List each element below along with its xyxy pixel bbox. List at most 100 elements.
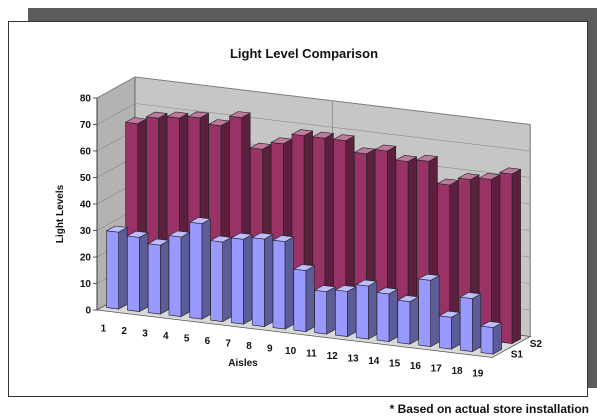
x-tick-label: 11	[306, 348, 317, 359]
x-tick-label: 18	[451, 366, 463, 377]
bar-front	[106, 230, 119, 310]
x-axis-label: Aisles	[228, 358, 258, 369]
bar-front	[210, 240, 223, 322]
series-label: S2	[530, 339, 543, 350]
bar	[105, 225, 129, 310]
gridline	[96, 76, 531, 125]
series-label: S1	[511, 349, 524, 360]
bar-top	[415, 154, 439, 162]
bar	[374, 144, 397, 330]
bar-front	[459, 296, 473, 352]
bar-side	[118, 226, 128, 310]
x-tick-label: 13	[347, 353, 359, 364]
bar-side	[388, 288, 398, 343]
bar	[311, 131, 335, 322]
bar-top	[480, 321, 503, 328]
x-tick-label: 12	[327, 351, 339, 362]
bar	[438, 310, 461, 350]
bar-side	[471, 293, 482, 353]
bar-front	[355, 284, 369, 340]
bar-top	[230, 232, 253, 240]
bar-top	[311, 131, 335, 139]
bar-top	[228, 111, 252, 118]
bar-front	[168, 235, 182, 317]
bar	[376, 287, 399, 343]
y-tick-label: 50	[80, 173, 92, 184]
bar-top	[251, 232, 274, 240]
y-tick-label: 0	[85, 306, 91, 317]
bars-group	[105, 111, 522, 355]
bar-top	[188, 217, 212, 225]
bar-top	[353, 147, 376, 155]
x-tick-label: 15	[389, 358, 401, 369]
bar-top	[209, 235, 233, 243]
bar-front	[499, 172, 513, 344]
bar-top	[313, 285, 337, 293]
bar-front	[272, 239, 286, 330]
bar	[480, 321, 503, 355]
bar	[499, 167, 522, 345]
bar-front	[147, 243, 161, 315]
bar-front	[231, 237, 244, 325]
bar	[334, 285, 357, 338]
bar-side	[139, 232, 149, 313]
bar	[332, 134, 356, 325]
bar-front	[127, 235, 140, 312]
bar-side	[180, 231, 190, 318]
bar-top	[355, 279, 378, 287]
bar-side	[347, 286, 357, 338]
bar-side	[284, 236, 294, 330]
bar-top	[457, 173, 480, 180]
y-tick-label: 60	[80, 147, 92, 158]
bar-front	[314, 289, 328, 335]
y-tick-label: 30	[80, 226, 92, 237]
y-tick-label: 10	[80, 279, 92, 290]
x-tick-label: 10	[285, 346, 297, 357]
y-tick-label: 70	[80, 120, 92, 131]
bar-side	[222, 236, 232, 323]
bar	[147, 238, 170, 315]
bar-top	[272, 235, 295, 242]
bar-side	[305, 265, 315, 333]
bar-side	[451, 312, 461, 350]
bar-side	[409, 296, 419, 345]
bar	[209, 235, 233, 323]
x-tick-label: 9	[267, 343, 273, 354]
bar	[355, 279, 378, 340]
x-tick-label: 5	[184, 333, 190, 344]
y-tick-label: 40	[80, 200, 92, 211]
y-tick-label: 80	[80, 94, 92, 105]
bar-front	[335, 289, 348, 337]
x-tick-label: 3	[142, 328, 148, 339]
bar	[292, 264, 316, 333]
x-tick-label: 8	[246, 341, 252, 352]
y-tick-label: 20	[80, 253, 92, 264]
x-tick-label: 7	[225, 338, 231, 349]
gridline	[96, 103, 531, 152]
bar-top	[105, 225, 129, 233]
bar-top	[395, 154, 418, 162]
bar	[436, 178, 460, 337]
x-tick-label: 14	[368, 356, 380, 367]
bar	[313, 285, 337, 335]
x-tick-label: 4	[163, 331, 169, 342]
bar-front	[418, 278, 432, 347]
x-tick-label: 16	[410, 361, 422, 372]
bar	[126, 230, 149, 313]
bar	[272, 235, 295, 330]
bar	[168, 230, 191, 318]
bar-top	[459, 292, 482, 299]
bar-side	[326, 286, 336, 335]
bar-top	[374, 144, 397, 152]
chart-title: Light Level Comparison	[230, 46, 378, 61]
bar-front	[397, 299, 411, 345]
bar-front	[293, 268, 307, 332]
bar-top	[187, 111, 210, 119]
bar	[417, 273, 441, 348]
bar-side	[511, 168, 521, 345]
bar-top	[126, 230, 149, 238]
bar-front	[376, 292, 390, 342]
y-axis-label: Light Levels	[55, 184, 66, 243]
